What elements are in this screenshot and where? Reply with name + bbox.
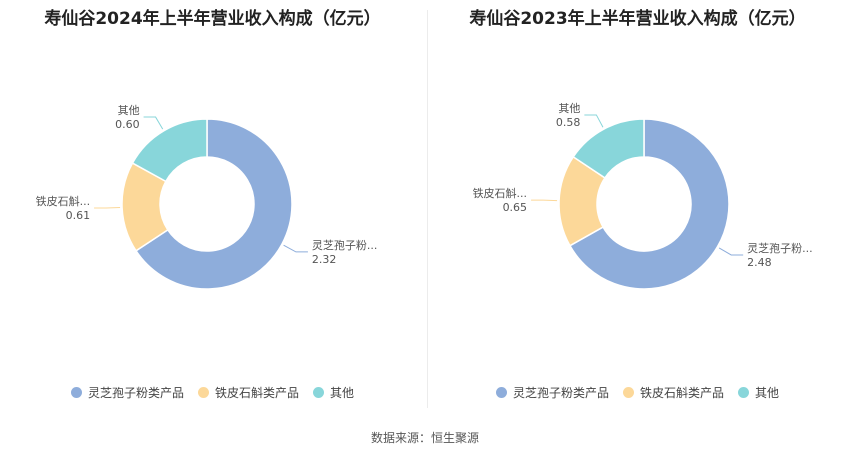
legend-item-lingzhi[interactable]: 灵芝孢子粉类产品 [70,384,184,401]
slice-value-label: 0.60 [115,118,140,131]
legend: 灵芝孢子粉类产品 铁皮石斛类产品 其他 [0,384,425,401]
leader-line [143,116,164,130]
slice-value-label: 2.48 [747,256,772,269]
legend-swatch [313,387,324,398]
legend-item-other[interactable]: 其他 [738,384,779,401]
legend-label: 其他 [330,386,355,400]
leader-line [531,199,558,202]
leader-line [283,244,308,253]
donut-chart-2023: 灵芝孢子粉...2.48 铁皮石斛...0.65 其他0.58 [473,102,813,290]
chart-title: 寿仙谷2024年上半年营业收入构成（亿元） [44,9,381,29]
leader-line [94,206,121,209]
slice-label: 铁皮石斛... [36,194,91,208]
slice-value-label: 2.32 [312,253,337,266]
data-source-note: 数据来源：恒生聚源 [370,431,479,445]
slice-label: 灵芝孢子粉... [312,239,378,252]
slice-value-label: 0.61 [66,209,91,222]
leader-line [718,247,744,256]
donut-slice[interactable] [568,118,730,290]
legend-label: 灵芝孢子粉类产品 [87,386,184,400]
slice-label: 铁皮石斛... [473,186,528,200]
legend-swatch [738,387,749,398]
slice-value-label: 0.65 [503,201,528,214]
legend-item-lingzhi[interactable]: 灵芝孢子粉类产品 [495,384,609,401]
legend-swatch [495,387,507,398]
leader-line [584,114,604,128]
legend-label: 铁皮石斛类产品 [639,386,724,400]
chart-title: 寿仙谷2023年上半年营业收入构成（亿元） [469,9,806,29]
chart-panel-2023: 寿仙谷2023年上半年营业收入构成（亿元） 灵芝孢子粉... 2.48 铁皮石斛..… [425,0,850,410]
legend-label: 铁皮石斛类产品 [214,386,299,400]
legend-item-other[interactable]: 其他 [313,384,354,401]
legend-swatch [622,387,634,398]
donut-slice[interactable] [134,118,293,290]
slice-value-label: 0.58 [556,116,581,129]
legend-label: 灵芝孢子粉类产品 [512,386,609,400]
donut-slice[interactable] [572,118,645,179]
legend-swatch [197,387,209,398]
legend-swatch [70,387,82,398]
legend: 灵芝孢子粉类产品 铁皮石斛类产品 其他 [425,384,850,401]
legend-item-shihu[interactable]: 铁皮石斛类产品 [197,384,299,401]
panel-divider [427,10,428,408]
slice-label: 其他 [118,104,140,117]
slice-label: 其他 [558,102,580,115]
legend-item-shihu[interactable]: 铁皮石斛类产品 [622,384,724,401]
legend-label: 其他 [755,386,780,400]
chart-panel-2024: 寿仙谷2024年上半年营业收入构成（亿元） 灵芝孢子粉... 2.32 铁皮石斛..… [0,0,425,410]
slice-label: 灵芝孢子粉... [747,242,813,255]
donut-slice[interactable] [131,118,208,183]
donut-chart-2024: 灵芝孢子粉...2.32 铁皮石斛...0.61 其他0.60 [36,104,378,290]
